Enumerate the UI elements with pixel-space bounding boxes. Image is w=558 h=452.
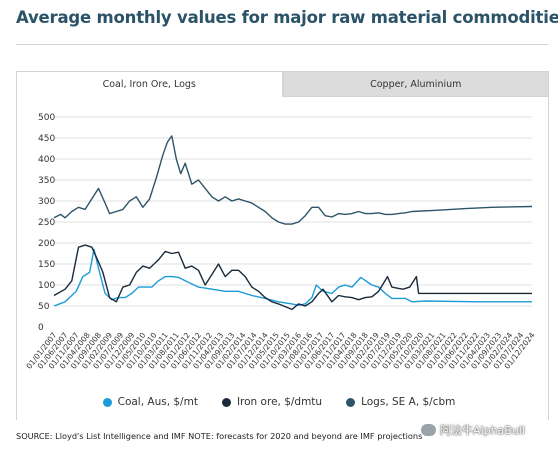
line-chart: 05010015020025030035040045050001/01/2007… bbox=[25, 113, 537, 371]
chart-panel bbox=[16, 96, 549, 420]
y-tick-label-200: 200 bbox=[38, 239, 55, 249]
page-title: Average monthly values for major raw mat… bbox=[16, 8, 558, 27]
tab-copper-aluminium[interactable]: Copper, Aluminium bbox=[282, 71, 549, 97]
legend-dot-iron-ore bbox=[221, 397, 231, 407]
y-tick-label-50: 50 bbox=[38, 302, 50, 312]
series-line-logs bbox=[53, 135, 533, 225]
watermark: 阿法牛AlphaBull bbox=[421, 422, 525, 438]
legend-label-logs: Logs, SE A, $/cbm bbox=[361, 396, 456, 408]
legend-dot-coal bbox=[102, 397, 112, 407]
y-tick-label-0: 0 bbox=[38, 323, 44, 333]
y-tick-label-400: 400 bbox=[38, 155, 55, 165]
chat-bubble-icon bbox=[421, 424, 436, 436]
legend-dot-logs bbox=[346, 397, 356, 407]
tab-coal-iron-ore-logs[interactable]: Coal, Iron Ore, Logs bbox=[16, 71, 283, 97]
source-note: SOURCE: Lloyd's List Intelligence and IM… bbox=[16, 431, 423, 441]
y-tick-label-450: 450 bbox=[38, 134, 55, 144]
legend-item-logs[interactable]: Logs, SE A, $/cbm bbox=[346, 396, 455, 408]
y-tick-label-500: 500 bbox=[38, 113, 55, 123]
chart-legend: Coal, Aus, $/mt Iron ore, $/dmtu Logs, S… bbox=[0, 394, 558, 410]
y-tick-label-150: 150 bbox=[38, 260, 55, 270]
y-tick-label-100: 100 bbox=[38, 281, 55, 291]
legend-item-iron-ore[interactable]: Iron ore, $/dmtu bbox=[221, 396, 323, 408]
y-tick-label-350: 350 bbox=[38, 176, 55, 186]
legend-item-coal[interactable]: Coal, Aus, $/mt bbox=[102, 396, 198, 408]
legend-label-iron-ore: Iron ore, $/dmtu bbox=[236, 396, 323, 408]
title-divider bbox=[16, 44, 548, 45]
series-line-coal bbox=[53, 248, 532, 307]
y-tick-label-250: 250 bbox=[38, 218, 55, 228]
legend-label-coal: Coal, Aus, $/mt bbox=[117, 396, 198, 408]
watermark-text: 阿法牛AlphaBull bbox=[440, 424, 525, 437]
series-line-iron-ore bbox=[53, 244, 532, 311]
chart-tabs: Coal, Iron Ore, Logs Copper, Aluminium bbox=[16, 71, 549, 97]
y-tick-label-300: 300 bbox=[38, 197, 55, 207]
